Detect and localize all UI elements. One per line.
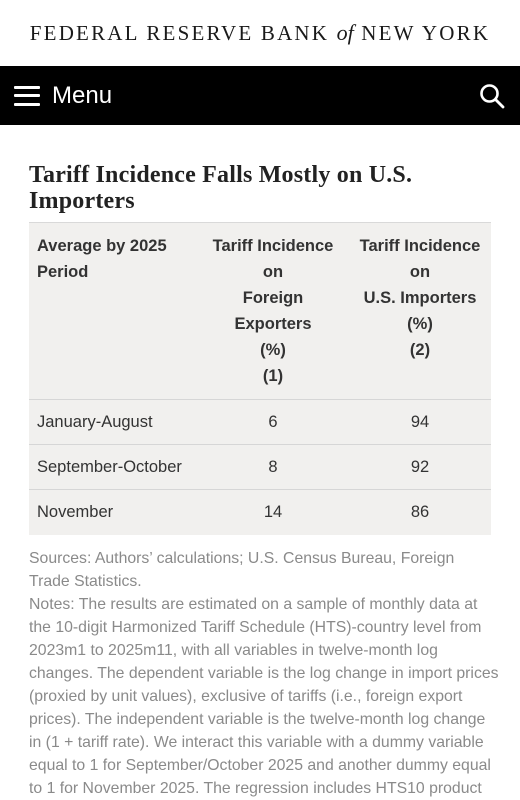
- logo-text-of: of: [336, 20, 354, 45]
- cell-us-importers: 86: [410, 502, 430, 521]
- search-icon: [480, 83, 505, 108]
- table-notes: Sources: Authors’ calculations; U.S. Cen…: [29, 547, 499, 800]
- table-row: January-August 6 94: [29, 399, 491, 445]
- cell-foreign-exporters: 6: [268, 412, 278, 431]
- main-content: Tariff Incidence Falls Mostly on U.S. Im…: [0, 162, 520, 800]
- table-title: Tariff Incidence Falls Mostly on U.S. Im…: [29, 162, 413, 214]
- header-us-importers: Tariff Incidence on U.S. Importers (%) (…: [359, 237, 481, 359]
- table-row: November 14 86: [29, 489, 491, 535]
- site-header: FEDERAL RESERVE BANK of NEW YORK: [0, 0, 520, 66]
- cell-foreign-exporters: 8: [268, 457, 278, 476]
- site-logo[interactable]: FEDERAL RESERVE BANK of NEW YORK: [30, 20, 490, 46]
- logo-text-main: FEDERAL RESERVE BANK: [29, 21, 330, 45]
- cell-us-importers: 92: [410, 457, 430, 476]
- incidence-table: Average by 2025 Period Tariff Incidence …: [29, 222, 491, 535]
- cell-period: January-August: [37, 412, 153, 431]
- nav-bar: Menu: [0, 66, 520, 125]
- table-header-row: Average by 2025 Period Tariff Incidence …: [29, 222, 491, 400]
- cell-us-importers: 94: [410, 412, 430, 431]
- hamburger-icon: [14, 85, 40, 106]
- search-button[interactable]: [478, 82, 506, 110]
- sources-text: Sources: Authors’ calculations; U.S. Cen…: [29, 549, 455, 590]
- table-row: September-October 8 92: [29, 444, 491, 490]
- header-foreign-exporters: Tariff Incidence on Foreign Exporters (%…: [212, 237, 334, 385]
- cell-foreign-exporters: 14: [263, 502, 283, 521]
- logo-text-city: NEW YORK: [361, 21, 491, 45]
- cell-period: November: [37, 502, 114, 521]
- menu-button[interactable]: Menu: [14, 82, 112, 110]
- notes-text: Notes: The results are estimated on a sa…: [29, 595, 499, 797]
- menu-label: Menu: [52, 81, 113, 109]
- cell-period: September-October: [37, 457, 182, 476]
- header-period: Average by 2025 Period: [37, 237, 167, 281]
